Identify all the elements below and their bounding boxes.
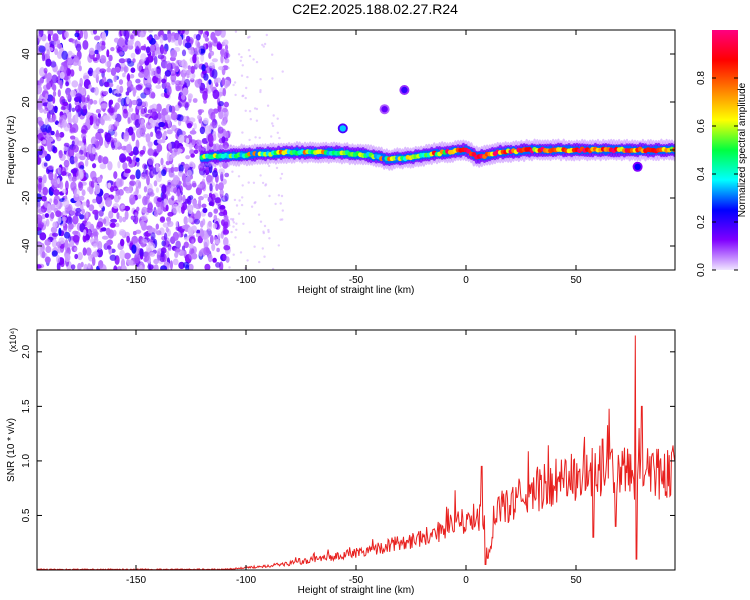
snr-y-tick-label: 2.0 — [21, 344, 32, 358]
snr-y-tick-label: 1.0 — [21, 454, 32, 468]
snr-series-line — [37, 335, 675, 570]
colorbar-ticks: 0.0 0.2 0.4 0.6 0.8 — [696, 71, 738, 277]
snr-x-tick-label: -100 — [236, 575, 256, 586]
snr-panel: -150 -100 -50 0 50 0.5 1.0 1.5 2.0 Height of st… — [6, 328, 676, 596]
spectrogram-y-label: Frequency (Hz) — [6, 116, 17, 185]
colorbar-tick-label: 0.0 — [696, 263, 707, 277]
snr-x-ticks: -150 -100 -50 0 50 — [126, 330, 582, 586]
spectrogram-y-tick-label: -20 — [21, 190, 32, 205]
snr-x-tick-label: 50 — [570, 575, 582, 586]
colorbar-tick-label: 0.2 — [696, 215, 707, 229]
spectrogram-x-tick-label: -100 — [236, 275, 256, 286]
snr-y-multiplier: (x10⁴) — [8, 328, 18, 352]
spectrogram-x-label: Height of straight line (km) — [298, 285, 415, 296]
snr-frame — [36, 329, 676, 571]
colorbar-tick-label: 0.6 — [696, 119, 707, 133]
spectrogram-y-tick-label: 40 — [21, 48, 32, 60]
spectrogram-x-ticks: -150 -100 -50 0 50 — [126, 30, 582, 286]
colorbar-tick-label: 0.8 — [696, 71, 707, 85]
snr-y-ticks: 0.5 1.0 1.5 2.0 — [21, 344, 675, 522]
colorbar: 0.0 0.2 0.4 0.6 0.8 Normalized spectral ampl… — [696, 30, 748, 277]
snr-x-tick-label: 0 — [463, 575, 469, 586]
snr-y-label: SNR (10 * v/v) — [6, 418, 17, 482]
isolated-blobs — [337, 85, 643, 172]
snr-y-tick-label: 1.5 — [21, 399, 32, 413]
spectrogram-panel: -150 -100 -50 0 50 -40 -20 0 20 40 Height of str… — [6, 29, 676, 296]
snr-x-tick-label: -150 — [126, 575, 146, 586]
figure-title: C2E2.2025.188.02.27.R24 — [292, 1, 458, 17]
spectrogram-y-tick-label: -40 — [21, 238, 32, 253]
snr-x-tick-label: -50 — [349, 575, 364, 586]
frequency-ridge — [199, 138, 675, 171]
spectrogram-y-tick-label: 20 — [21, 96, 32, 108]
colorbar-label: Normalized spectral amplitude — [737, 82, 748, 217]
colorbar-tick-label: 0.4 — [696, 167, 707, 181]
spectrogram-y-tick-label: 0 — [21, 147, 32, 153]
colorbar-gradient — [712, 30, 738, 270]
snr-y-tick-label: 0.5 — [21, 508, 32, 522]
spectrogram-x-tick-label: 0 — [463, 275, 469, 286]
spectrogram-y-ticks: -40 -20 0 20 40 — [21, 48, 675, 253]
spectrogram-x-tick-label: -50 — [349, 275, 364, 286]
snr-x-label: Height of straight line (km) — [298, 585, 415, 596]
spectrogram-x-tick-label: -150 — [126, 275, 146, 286]
spectrogram-x-tick-label: 50 — [570, 275, 582, 286]
